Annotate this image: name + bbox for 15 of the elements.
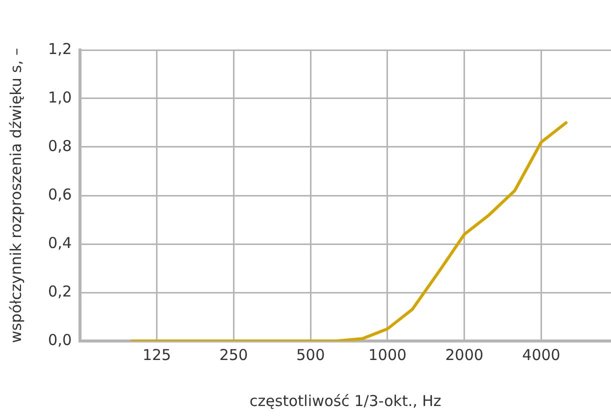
x-tick-label: 2000 <box>445 346 484 364</box>
x-axis-title: częstotliwość 1/3-okt., Hz <box>250 392 442 410</box>
x-tick-label: 1000 <box>368 346 407 364</box>
y-tick-label: 0,2 <box>48 282 72 300</box>
x-tick-label: 125 <box>142 346 172 364</box>
y-tick-label: 0,4 <box>48 234 72 252</box>
x-tick-label: 500 <box>296 346 325 364</box>
y-tick-label: 0,8 <box>48 136 72 155</box>
y-tick-label: 0,0 <box>48 330 72 349</box>
y-tick-label: 1,0 <box>48 88 72 106</box>
x-tick-label: 4000 <box>522 346 560 364</box>
x-tick-label: 250 <box>219 346 248 364</box>
y-axis-title: współczynnik rozproszenia dźwięku s, – <box>6 48 25 344</box>
y-tick-label: 1,2 <box>48 40 72 58</box>
y-tick-label: 0,6 <box>48 185 72 204</box>
